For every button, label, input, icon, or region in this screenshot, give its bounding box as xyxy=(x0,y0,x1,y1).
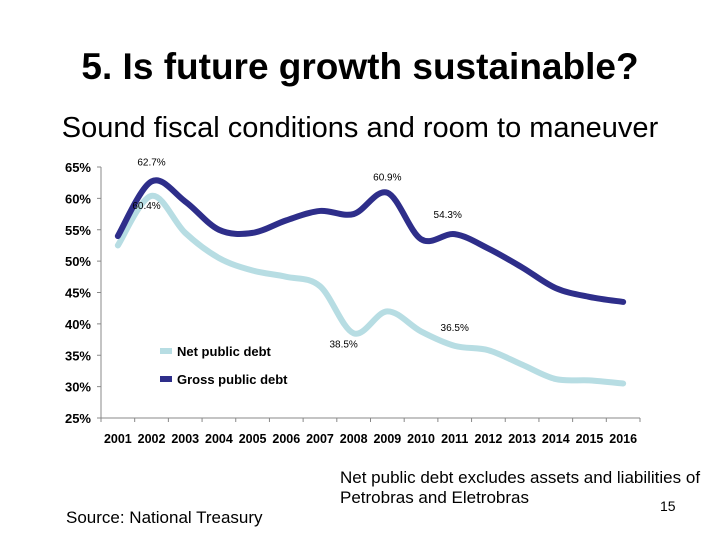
y-tick-label: 30% xyxy=(65,380,91,395)
page-number: 15 xyxy=(660,498,676,514)
x-tick-label: 2010 xyxy=(407,432,435,446)
data-label: 60.9% xyxy=(373,173,401,184)
y-tick-label: 50% xyxy=(65,254,91,269)
y-tick-label: 45% xyxy=(65,286,91,301)
data-label: 38.5% xyxy=(329,339,357,350)
y-tick-label: 65% xyxy=(65,160,91,175)
x-tick-label: 2004 xyxy=(205,432,233,446)
x-tick-label: 2001 xyxy=(104,432,132,446)
slide-title: 5. Is future growth sustainable? xyxy=(81,46,639,87)
data-label: 54.3% xyxy=(434,210,462,221)
data-label: 36.5% xyxy=(441,323,469,334)
legend-label: Net public debt xyxy=(177,344,272,359)
y-tick-label: 40% xyxy=(65,317,91,332)
x-tick-label: 2007 xyxy=(306,432,334,446)
x-tick-label: 2014 xyxy=(542,432,570,446)
x-tick-label: 2013 xyxy=(508,432,536,446)
x-tick-label: 2015 xyxy=(576,432,604,446)
x-tick-label: 2002 xyxy=(138,432,166,446)
x-tick-label: 2005 xyxy=(239,432,267,446)
series-line-net xyxy=(114,192,627,387)
x-tick-label: 2006 xyxy=(272,432,300,446)
y-tick-label: 35% xyxy=(65,348,91,363)
x-tick-label: 2012 xyxy=(475,432,503,446)
legend-label: Gross public debt xyxy=(177,372,288,387)
x-tick-label: 2003 xyxy=(171,432,199,446)
y-tick-label: 60% xyxy=(65,191,91,206)
footnote: Net public debt excludes assets and liab… xyxy=(340,468,701,507)
source-text: Source: National Treasury xyxy=(66,508,263,527)
series-line-gross xyxy=(114,177,627,305)
x-tick-label: 2016 xyxy=(609,432,637,446)
y-tick-label: 25% xyxy=(65,411,91,426)
y-tick-label: 55% xyxy=(65,223,91,238)
x-tick-label: 2008 xyxy=(340,432,368,446)
data-label: 60.4% xyxy=(132,201,160,212)
slide-subtitle: Sound fiscal conditions and room to mane… xyxy=(61,112,659,144)
x-tick-label: 2009 xyxy=(373,432,401,446)
x-tick-label: 2011 xyxy=(441,432,468,446)
data-label: 62.7% xyxy=(137,157,165,168)
